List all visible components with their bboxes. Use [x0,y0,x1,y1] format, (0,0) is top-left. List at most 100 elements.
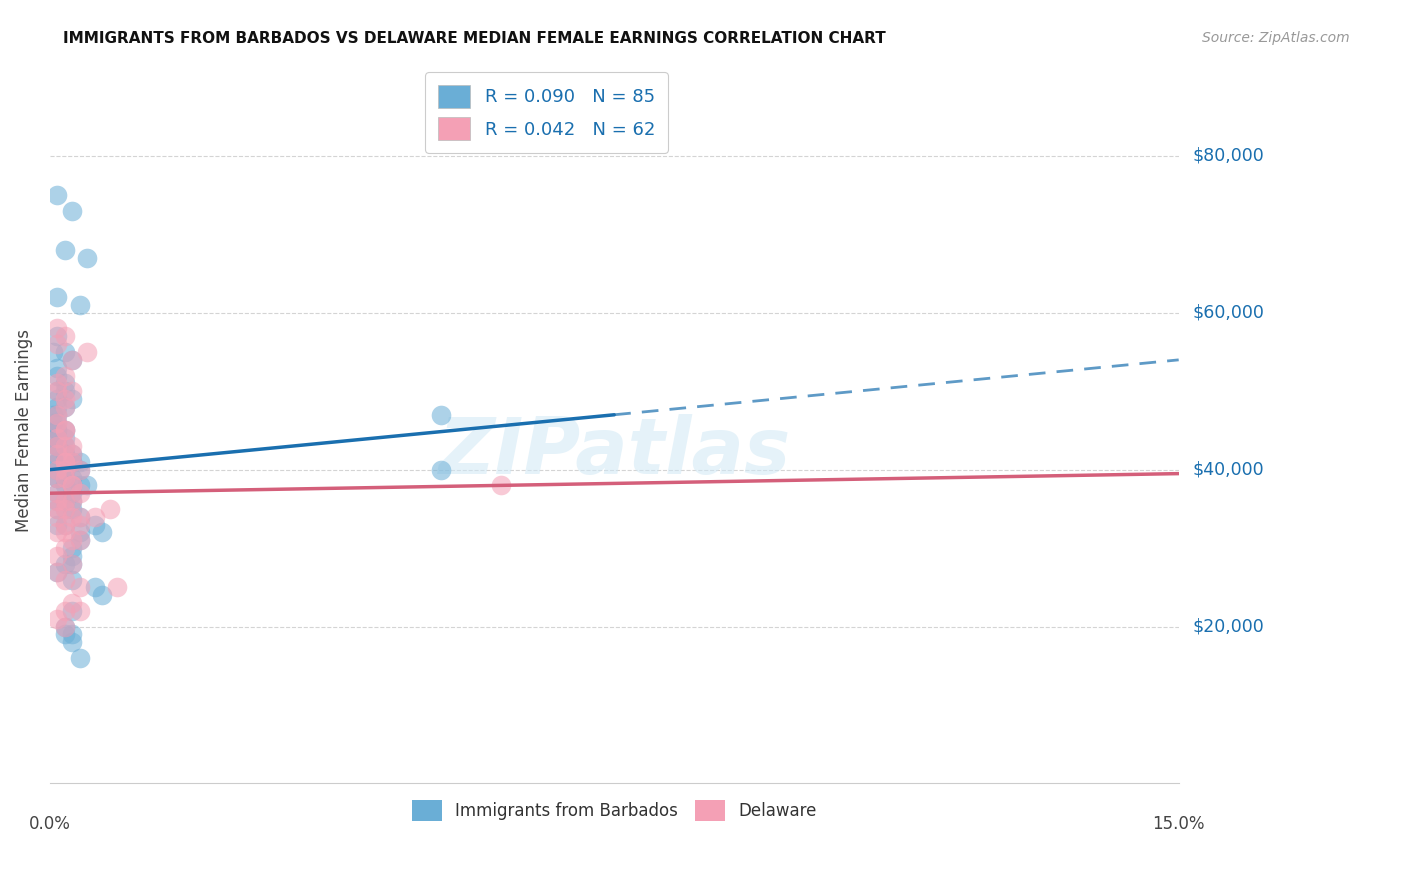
Point [53,424,76,438]
Point [46,549,69,563]
Point [76,345,98,359]
Text: $60,000: $60,000 [1192,304,1264,322]
Point [60,549,83,563]
Point [53,447,76,461]
Point [69,580,91,594]
Point [46,565,69,579]
Point [53,619,76,633]
Point [46,455,69,469]
Point [60,502,83,516]
Point [46,463,69,477]
Point [53,470,76,484]
Point [46,392,69,406]
Point [69,478,91,492]
Point [69,486,91,500]
Point [46,431,69,445]
Point [69,604,91,618]
Point [53,455,76,469]
Point [53,455,76,469]
Point [46,502,69,516]
Point [46,384,69,399]
Point [46,439,69,453]
Point [53,424,76,438]
Text: $20,000: $20,000 [1192,617,1264,636]
Point [46,447,69,461]
Point [60,384,83,399]
Point [46,470,69,484]
Point [42,408,65,422]
Point [46,565,69,579]
Point [60,573,83,587]
Point [46,408,69,422]
Point [53,463,76,477]
Point [53,502,76,516]
Point [91,525,114,540]
Point [53,604,76,618]
Point [53,463,76,477]
Point [53,400,76,414]
Point [53,384,76,399]
Point [46,400,69,414]
Point [60,627,83,641]
Point [60,557,83,571]
Point [53,439,76,453]
Point [53,517,76,532]
Point [83,509,105,524]
Point [430,408,453,422]
Point [76,251,98,265]
Point [46,337,69,351]
Point [46,416,69,430]
Point [69,525,91,540]
Text: 0.0%: 0.0% [28,815,70,833]
Point [53,517,76,532]
Point [46,431,69,445]
Point [491,478,513,492]
Point [53,439,76,453]
Point [46,424,69,438]
Point [46,525,69,540]
Text: $80,000: $80,000 [1192,147,1264,165]
Point [53,329,76,343]
Point [60,478,83,492]
Point [46,439,69,453]
Point [53,447,76,461]
Point [46,486,69,500]
Point [53,502,76,516]
Point [60,635,83,649]
Point [53,627,76,641]
Point [76,478,98,492]
Point [42,416,65,430]
Point [69,463,91,477]
Point [46,439,69,453]
Point [60,557,83,571]
Point [91,588,114,602]
Point [60,494,83,508]
Point [46,455,69,469]
Point [69,533,91,548]
Point [60,203,83,218]
Point [60,392,83,406]
Point [60,455,83,469]
Point [60,486,83,500]
Point [60,447,83,461]
Point [60,455,83,469]
Point [60,478,83,492]
Point [53,392,76,406]
Point [46,424,69,438]
Point [53,557,76,571]
Point [46,384,69,399]
Point [83,517,105,532]
Point [46,470,69,484]
Point [46,612,69,626]
Point [53,494,76,508]
Point [46,509,69,524]
Point [46,439,69,453]
Point [46,447,69,461]
Point [46,494,69,508]
Point [69,298,91,312]
Point [53,494,76,508]
Text: ZIPatlas: ZIPatlas [439,414,790,490]
Point [53,400,76,414]
Point [69,463,91,477]
Point [53,478,76,492]
